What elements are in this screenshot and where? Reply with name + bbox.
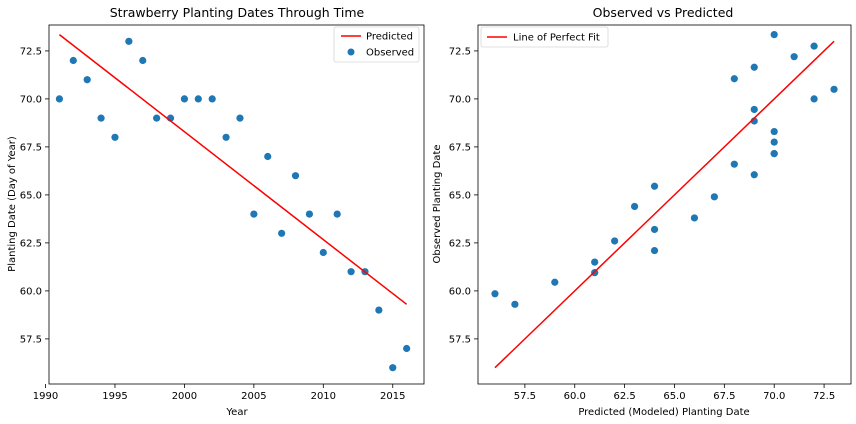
right-data-point — [730, 160, 738, 168]
right-plot-area: 57.5 60.0 62.5 65.0 67.5 70.0 72.5 57.5 60.0 62.5… — [449, 30, 838, 402]
left-y-axis-label: Planting Date (Day of Year) — [7, 136, 18, 272]
right-data-point — [630, 202, 639, 211]
right-data-point — [611, 237, 619, 245]
right-data-point — [551, 278, 559, 286]
right-legend-box — [480, 26, 609, 48]
right-fit-line — [494, 40, 835, 369]
left-data-point — [153, 114, 161, 122]
right-x-tick-label: 57.5 — [514, 391, 536, 402]
right-data-point — [710, 193, 718, 201]
right-y-tick-label: 60.0 — [449, 286, 471, 297]
left-y-tick-label: 70.0 — [20, 94, 42, 105]
right-data-point — [591, 258, 599, 266]
left-data-point — [55, 95, 64, 103]
right-x-tick-label: 72.5 — [813, 391, 835, 402]
left-legend-predicted-label: Predicted — [366, 32, 413, 43]
left-chart: Strawberry Planting Dates Through Time 1… — [7, 5, 425, 418]
left-data-point — [83, 76, 91, 84]
left-data-point — [97, 114, 105, 122]
left-data-point — [264, 152, 272, 161]
right-data-point — [810, 95, 818, 103]
left-data-point — [111, 133, 119, 141]
left-y-tick-label: 67.5 — [20, 142, 42, 153]
left-y-tick-label: 65.0 — [20, 190, 42, 201]
left-data-point — [222, 133, 230, 141]
right-axes-frame — [477, 24, 852, 385]
left-x-tick-label: 2010 — [311, 391, 336, 402]
left-data-point — [125, 37, 133, 45]
right-data-point — [770, 127, 778, 136]
left-data-point — [236, 114, 244, 122]
right-chart: Observed vs Predicted 57.5 60.0 62.5 65.0 67… — [432, 5, 852, 418]
right-data-point — [770, 138, 778, 146]
left-x-axis-label: Year — [225, 407, 248, 418]
left-data-point — [319, 248, 327, 257]
left-data-point — [403, 344, 411, 353]
right-y-axis-label: Observed Planting Date — [432, 144, 443, 263]
right-x-axis-label: Predicted (Modeled) Planting Date — [578, 407, 749, 418]
left-data-point — [375, 306, 383, 314]
right-x-tick-label: 62.5 — [613, 391, 635, 402]
left-data-point — [278, 229, 286, 237]
left-y-tick-label: 62.5 — [20, 238, 42, 249]
left-data-point — [208, 95, 216, 103]
left-fit-line — [58, 34, 408, 305]
right-y-tick-label: 62.5 — [449, 238, 471, 249]
left-data-point — [333, 210, 341, 218]
right-data-point — [730, 75, 738, 83]
right-data-point — [650, 182, 659, 190]
right-legend-fit-label: Line of Perfect Fit — [513, 33, 600, 44]
right-data-point — [750, 171, 758, 179]
left-y-tick-label: 57.5 — [20, 334, 42, 345]
right-data-point — [750, 63, 758, 71]
right-x-tick-label: 60.0 — [564, 391, 586, 402]
left-x-tick-label: 1990 — [33, 391, 58, 402]
left-data-point — [139, 56, 147, 65]
left-legend-observed-label: Observed — [366, 48, 414, 59]
left-data-point — [291, 172, 300, 180]
right-data-point — [790, 53, 798, 61]
right-data-point — [491, 290, 499, 298]
left-x-tick-label: 2015 — [380, 391, 405, 402]
left-y-tick-label: 60.0 — [20, 286, 42, 297]
left-data-point — [389, 364, 397, 372]
right-y-tick-label: 72.5 — [449, 46, 471, 57]
right-data-point — [650, 225, 659, 234]
right-y-tick-label: 57.5 — [449, 334, 471, 345]
left-data-point — [69, 56, 77, 65]
right-x-tick-label: 65.0 — [663, 391, 685, 402]
right-x-tick-label: 67.5 — [713, 391, 735, 402]
left-y-tick-label: 72.5 — [20, 46, 42, 57]
right-y-tick-label: 67.5 — [449, 142, 471, 153]
left-x-tick-label: 2005 — [241, 391, 266, 402]
left-data-point — [305, 210, 314, 218]
left-chart-title: Strawberry Planting Dates Through Time — [110, 5, 365, 20]
left-legend: Predicted Observed — [333, 26, 420, 63]
right-data-point — [690, 214, 699, 222]
left-x-tick-label: 2000 — [172, 391, 197, 402]
right-data-point — [830, 85, 838, 93]
left-data-point — [194, 95, 202, 103]
right-data-point — [770, 150, 778, 158]
left-data-point — [250, 210, 258, 218]
right-data-point — [650, 246, 659, 255]
left-axes-frame — [48, 24, 425, 385]
right-chart-title: Observed vs Predicted — [593, 5, 734, 20]
right-data-point — [770, 30, 778, 39]
left-data-point — [347, 268, 355, 276]
right-data-point — [810, 42, 818, 50]
right-y-tick-label: 65.0 — [449, 190, 471, 201]
right-data-point — [511, 300, 519, 308]
right-data-point — [750, 105, 758, 114]
right-y-tick-label: 70.0 — [449, 94, 471, 105]
right-x-tick-label: 70.0 — [763, 391, 785, 402]
left-data-point — [180, 95, 189, 103]
left-plot-area: 1990 1995 2000 2005 2010 2015 57.5 60.0 62.5 65.0… — [20, 34, 411, 402]
left-x-tick-label: 1995 — [102, 391, 127, 402]
left-legend-observed-swatch — [347, 48, 355, 56]
right-legend: Line of Perfect Fit — [480, 26, 609, 48]
